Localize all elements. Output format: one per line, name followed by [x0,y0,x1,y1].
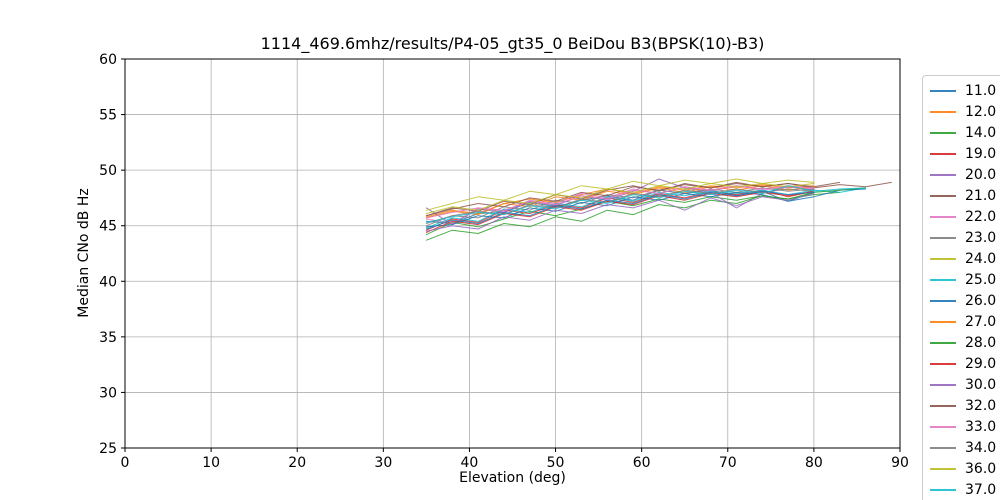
legend-label: 11.0 [965,82,997,99]
legend-line-sample [930,278,956,281]
y-tick-label: 55 [99,108,117,124]
y-tick-label: 25 [99,441,117,457]
legend-label: 23.0 [965,229,997,246]
legend-label: 20.0 [965,166,997,183]
legend-label: 32.0 [965,397,997,414]
legend-item-21.0: 21.0 [930,185,1000,206]
legend-line-sample [930,152,956,155]
x-axis-label: Elevation (deg) [459,470,566,486]
x-tick-label: 70 [719,455,737,471]
x-tick-label: 20 [288,455,306,471]
legend-line-sample [930,446,956,449]
legend-line-sample [930,257,956,260]
legend-item-22.0: 22.0 [930,206,1000,227]
plot-spines [124,58,901,449]
legend-item-12.0: 12.0 [930,101,1000,122]
series-line-41.0 [425,190,815,230]
series-line-23.0 [425,187,815,227]
legend-item-20.0: 20.0 [930,164,1000,185]
series-line-26.0 [425,188,867,228]
x-tick-label: 10 [202,455,220,471]
legend-line-sample [930,383,956,386]
legend-label: 24.0 [965,250,997,267]
x-tick-label: 30 [374,455,392,471]
legend-line-sample [930,488,956,491]
y-tick-label: 60 [99,52,117,68]
legend-item-19.0: 19.0 [930,143,1000,164]
legend-item-14.0: 14.0 [930,122,1000,143]
legend-line-sample [930,194,956,197]
legend-label: 21.0 [965,187,997,204]
legend-label: 28.0 [965,334,997,351]
legend-item-27.0: 27.0 [930,311,1000,332]
x-tick-label: 60 [633,455,651,471]
x-tick-label: 50 [547,455,565,471]
legend-item-30.0: 30.0 [930,374,1000,395]
series-line-34.0 [425,188,815,224]
y-tick-label: 35 [99,330,117,346]
legend-label: 34.0 [965,439,997,456]
series-line-33.0 [425,185,815,219]
legend-item-23.0: 23.0 [930,227,1000,248]
legend-item-34.0: 34.0 [930,437,1000,458]
legend-line-sample [930,173,956,176]
legend: 11.0 12.0 14.0 19.0 20.0 21.0 22.0 23.0 24.0 25.0… [922,75,1000,500]
legend-line-sample [930,425,956,428]
legend-item-29.0: 29.0 [930,353,1000,374]
legend-label: 27.0 [965,313,997,330]
legend-item-25.0: 25.0 [930,269,1000,290]
legend-label: 12.0 [965,103,997,120]
legend-label: 19.0 [965,145,997,162]
legend-item-24.0: 24.0 [930,248,1000,269]
y-axis-label: Median CNo dB Hz [76,188,92,318]
legend-label: 26.0 [965,292,997,309]
legend-line-sample [930,110,956,113]
legend-label: 36.0 [965,460,997,477]
y-tick-label: 30 [99,385,117,401]
legend-label: 30.0 [965,376,997,393]
y-tick-label: 50 [99,163,117,179]
series-line-28.0 [425,187,867,241]
legend-line-sample [930,299,956,302]
chart-title: 1114_469.6mhz/results/P4-05_gt35_0 BeiDo… [260,34,765,53]
y-tick-label: 45 [99,219,117,235]
legend-label: 14.0 [965,124,997,141]
legend-item-33.0: 33.0 [930,416,1000,437]
legend-label: 37.0 [965,481,997,498]
series-line-36.0 [425,183,815,214]
legend-line-sample [930,89,956,92]
legend-line-sample [930,341,956,344]
legend-label: 29.0 [965,355,997,372]
legend-item-36.0: 36.0 [930,458,1000,479]
x-tick-label: 80 [805,455,823,471]
legend-line-sample [930,320,956,323]
legend-label: 25.0 [965,271,997,288]
legend-item-11.0: 11.0 [930,80,1000,101]
legend-label: 22.0 [965,208,997,225]
x-tick-label: 40 [461,455,479,471]
series-line-24.0 [425,178,815,211]
legend-line-sample [930,404,956,407]
x-tick-label: 90 [891,455,909,471]
series-line-29.0 [425,190,815,233]
legend-item-28.0: 28.0 [930,332,1000,353]
legend-line-sample [930,131,956,134]
legend-item-37.0: 37.0 [930,479,1000,500]
legend-line-sample [930,362,956,365]
series-line-30.0 [425,193,815,232]
legend-item-32.0: 32.0 [930,395,1000,416]
legend-line-sample [930,467,956,470]
y-tick-label: 40 [99,274,117,290]
legend-line-sample [930,215,956,218]
legend-label: 33.0 [965,418,997,435]
x-tick-label: 0 [121,455,130,471]
legend-item-26.0: 26.0 [930,290,1000,311]
legend-line-sample [930,236,956,239]
